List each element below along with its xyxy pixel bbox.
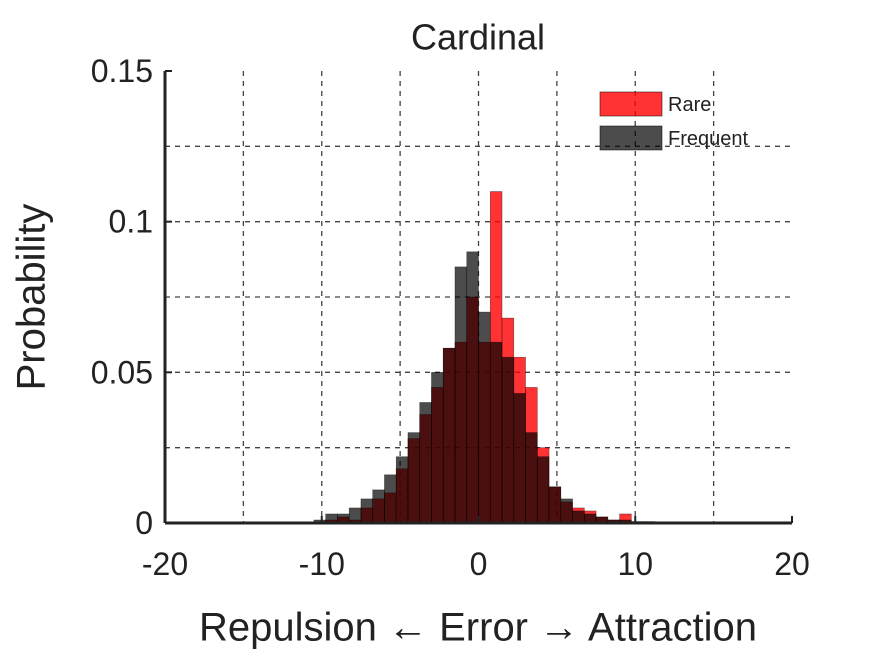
bar [454,266,468,524]
y-tick-label: 0.15 [91,53,153,89]
bar [395,456,409,524]
legend-swatch [599,125,663,151]
bar [360,498,373,524]
y-tick-label: 0.1 [109,204,153,240]
bar [442,347,456,524]
bar [431,372,444,524]
bar [536,456,550,524]
bar [407,432,421,524]
x-tick-label: -10 [299,546,345,582]
bar [478,311,491,524]
bar [513,393,526,524]
bar [489,341,503,524]
bar [525,432,538,524]
bar [548,486,562,524]
chart-title: Cardinal [411,17,545,58]
x-tick-label: -20 [142,546,188,582]
y-axis-label: Probability [10,204,54,391]
legend-swatch [599,91,663,117]
bar [419,402,432,524]
x-axis-label: Repulsion ← Error → Attraction [199,606,757,650]
x-tick-label: 10 [617,546,653,582]
x-tick-label: 20 [774,546,810,582]
legend-label: Rare [668,94,711,116]
bar [466,251,479,524]
bar [560,498,573,524]
bar [372,489,385,524]
x-tick-label: 0 [470,546,488,582]
y-tick-label: 0 [135,505,153,541]
bar [501,356,515,524]
bar [572,510,585,524]
y-tick-label: 0.05 [91,354,153,390]
bar [384,474,397,524]
bar [348,507,362,524]
legend-label: Frequent [668,128,748,150]
